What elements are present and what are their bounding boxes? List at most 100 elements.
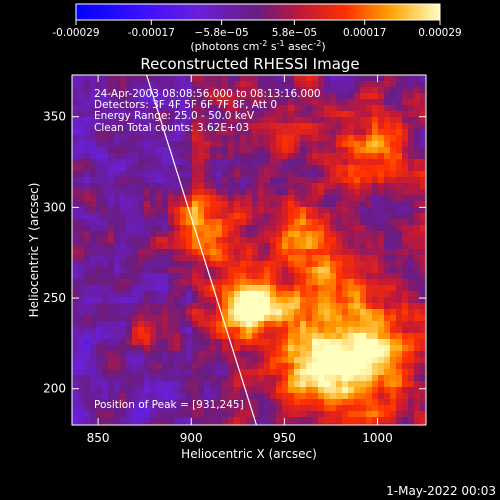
heatmap-cell <box>336 387 343 394</box>
heatmap-cell <box>72 75 79 82</box>
heatmap-cell <box>372 177 379 184</box>
heatmap-cell <box>312 195 319 202</box>
heatmap-cell <box>408 249 415 256</box>
heatmap-cell <box>180 339 187 346</box>
heatmap-cell <box>360 75 367 82</box>
heatmap-cell <box>84 189 91 196</box>
heatmap-cell <box>216 249 223 256</box>
heatmap-cell <box>366 195 373 202</box>
heatmap-cell <box>330 387 337 394</box>
heatmap-cell <box>72 381 79 388</box>
heatmap-cell <box>210 327 217 334</box>
heatmap-cell <box>144 297 151 304</box>
heatmap-cell <box>168 327 175 334</box>
heatmap-cell <box>246 333 253 340</box>
heatmap-cell <box>126 357 133 364</box>
heatmap-cell <box>114 267 121 274</box>
heatmap-cell <box>264 333 271 340</box>
heatmap-cell <box>156 297 163 304</box>
heatmap-cell <box>414 219 421 226</box>
heatmap-cell <box>342 117 349 124</box>
heatmap-cell <box>342 297 349 304</box>
heatmap-cell <box>360 189 367 196</box>
heatmap-cell <box>126 303 133 310</box>
heatmap-cell <box>72 291 79 298</box>
heatmap-cell <box>210 309 217 316</box>
heatmap-cell <box>162 279 169 286</box>
heatmap-cell <box>324 183 331 190</box>
heatmap-cell <box>204 93 211 100</box>
heatmap-cell <box>414 165 421 172</box>
heatmap-cell <box>204 153 211 160</box>
heatmap-cell <box>384 195 391 202</box>
heatmap-cell <box>198 411 205 418</box>
heatmap-cell <box>108 357 115 364</box>
heatmap-cell <box>246 219 253 226</box>
heatmap-cell <box>348 219 355 226</box>
heatmap-cell <box>378 351 385 358</box>
heatmap-cell <box>306 333 313 340</box>
heatmap-cell <box>144 201 151 208</box>
heatmap-cell <box>126 183 133 190</box>
heatmap-cell <box>276 417 283 424</box>
heatmap-cell <box>216 345 223 352</box>
heatmap-cell <box>312 219 319 226</box>
heatmap-cell <box>420 249 426 256</box>
heatmap-cell <box>222 117 229 124</box>
heatmap-cell <box>216 135 223 142</box>
heatmap-cell <box>210 357 217 364</box>
heatmap-cell <box>318 273 325 280</box>
heatmap-cell <box>234 105 241 112</box>
heatmap-cell <box>204 381 211 388</box>
heatmap-cell <box>222 237 229 244</box>
heatmap-cell <box>132 405 139 412</box>
heatmap-cell <box>78 177 85 184</box>
heatmap-cell <box>72 387 79 394</box>
heatmap-cell <box>372 171 379 178</box>
heatmap-cell <box>408 93 415 100</box>
heatmap-cell <box>258 315 265 322</box>
heatmap-cell <box>126 243 133 250</box>
heatmap-cell <box>378 291 385 298</box>
heatmap-cell <box>270 369 277 376</box>
heatmap-cell <box>378 129 385 136</box>
heatmap-cell <box>168 333 175 340</box>
heatmap-cell <box>150 279 157 286</box>
heatmap-cell <box>282 351 289 358</box>
heatmap-cell <box>384 237 391 244</box>
heatmap-cell <box>294 117 301 124</box>
heatmap-cell <box>90 393 97 400</box>
heatmap-cell <box>162 207 169 214</box>
heatmap-cell <box>324 315 331 322</box>
heatmap-cell <box>402 207 409 214</box>
heatmap-cell <box>186 237 193 244</box>
heatmap-cell <box>234 219 241 226</box>
heatmap-cell <box>402 123 409 130</box>
heatmap-cell <box>90 93 97 100</box>
heatmap-cell <box>408 285 415 292</box>
heatmap-cell <box>294 363 301 370</box>
heatmap-cell <box>234 75 241 82</box>
heatmap-cell <box>342 195 349 202</box>
heatmap-cell <box>384 285 391 292</box>
heatmap-cell <box>144 333 151 340</box>
heatmap-cell <box>372 183 379 190</box>
heatmap-cell <box>132 93 139 100</box>
heatmap-cell <box>330 351 337 358</box>
heatmap-cell <box>300 357 307 364</box>
heatmap-cell <box>132 237 139 244</box>
heatmap-cell <box>180 117 187 124</box>
heatmap-cell <box>324 297 331 304</box>
heatmap-cell <box>174 207 181 214</box>
heatmap-cell <box>96 285 103 292</box>
heatmap-cell <box>108 141 115 148</box>
heatmap-cell <box>336 201 343 208</box>
heatmap-cell <box>114 417 121 424</box>
heatmap-cell <box>366 213 373 220</box>
heatmap-cell <box>108 165 115 172</box>
heatmap-cell <box>192 159 199 166</box>
heatmap-cell <box>354 177 361 184</box>
heatmap-cell <box>414 153 421 160</box>
heatmap-cell <box>216 159 223 166</box>
heatmap-cell <box>420 321 426 328</box>
